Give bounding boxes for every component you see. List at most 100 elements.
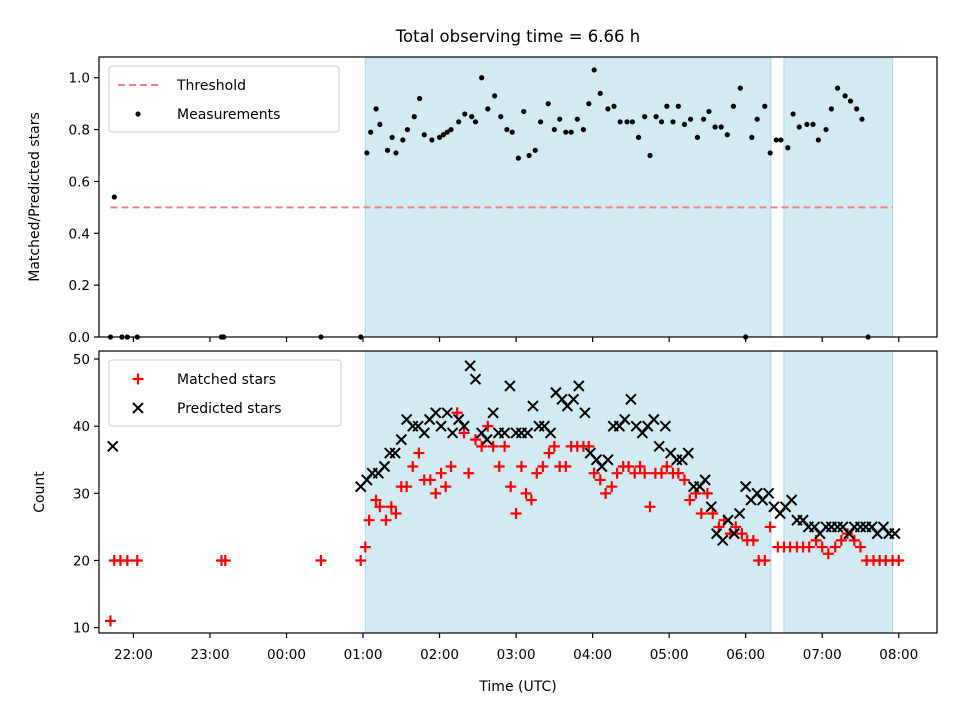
data-point	[695, 507, 707, 519]
series-predicted-stars	[107, 360, 901, 547]
x-tick-label: 05:00	[650, 647, 689, 663]
data-point	[684, 494, 696, 506]
data-point	[707, 507, 719, 519]
data-point	[492, 93, 498, 99]
chart-title: Total observing time = 6.66 h	[395, 27, 640, 46]
data-point	[499, 440, 511, 452]
data-point	[504, 380, 516, 392]
x-tick-label: 23:00	[191, 647, 230, 663]
data-point	[659, 420, 672, 432]
data-point	[359, 541, 371, 553]
data-point	[822, 548, 834, 560]
data-point	[647, 152, 653, 159]
data-point	[687, 116, 694, 122]
data-point	[642, 114, 648, 120]
data-point	[355, 554, 367, 566]
data-point	[588, 467, 600, 479]
data-point	[390, 507, 402, 519]
data-point	[548, 440, 560, 452]
data-point	[700, 116, 707, 122]
x-tick-label: 04:00	[573, 647, 612, 663]
data-point	[594, 474, 606, 486]
data-point	[747, 534, 759, 546]
data-point	[580, 126, 587, 133]
data-point	[611, 467, 623, 479]
data-point	[730, 103, 737, 109]
data-point	[448, 126, 454, 133]
x-tick-label: 07:00	[803, 647, 842, 663]
data-point	[417, 95, 423, 102]
data-point	[764, 521, 776, 533]
data-point	[107, 440, 119, 453]
data-point	[469, 373, 482, 385]
legend-predicted-swatch	[132, 402, 144, 414]
axes-frame	[98, 350, 938, 634]
data-point	[759, 554, 771, 566]
data-point	[574, 116, 580, 122]
data-point	[644, 501, 656, 513]
data-point	[600, 487, 612, 499]
observing-interval	[364, 56, 772, 338]
x-axis-label: Time (UTC)	[478, 679, 556, 695]
data-point	[568, 129, 574, 135]
data-point	[653, 114, 659, 120]
data-point	[754, 116, 760, 122]
data-point	[456, 119, 462, 125]
data-point	[395, 433, 407, 446]
legend-box	[108, 65, 340, 133]
data-point	[441, 407, 453, 419]
data-point	[363, 514, 375, 526]
data-point	[767, 150, 773, 156]
y-tick-label: 1.0	[69, 71, 90, 87]
data-point	[810, 121, 816, 128]
data-point	[835, 534, 847, 546]
data-point	[526, 152, 532, 159]
data-point	[444, 129, 450, 135]
data-point	[854, 106, 860, 112]
data-point	[730, 521, 742, 533]
x-tick-label: 08:00	[879, 647, 918, 663]
data-point	[804, 121, 810, 128]
legend-matched-swatch	[132, 373, 144, 385]
data-point	[462, 111, 468, 117]
data-point	[664, 103, 670, 109]
y-tick-label: 0.0	[69, 330, 90, 346]
data-point	[373, 106, 379, 112]
data-point	[370, 494, 382, 506]
data-point	[521, 427, 534, 439]
data-point	[380, 514, 392, 526]
legend-label: Predicted stars	[177, 401, 282, 417]
data-point	[470, 434, 482, 446]
data-point	[815, 137, 821, 143]
y-tick-label: 40	[73, 419, 90, 435]
data-point	[625, 393, 637, 406]
data-point	[655, 467, 667, 479]
x-tick-label: 02:00	[420, 647, 459, 663]
data-point	[583, 440, 595, 452]
data-point	[487, 407, 499, 419]
data-point	[111, 194, 117, 200]
data-point	[498, 427, 511, 439]
data-point	[368, 129, 374, 135]
data-point	[551, 126, 557, 133]
x-tick-label: 00:00	[267, 647, 306, 663]
y-tick-label: 30	[73, 486, 90, 502]
data-point	[510, 507, 522, 519]
data-point	[624, 119, 630, 125]
data-point	[509, 129, 515, 135]
data-point	[639, 467, 651, 479]
data-point	[525, 494, 537, 506]
data-point	[384, 147, 391, 153]
series-matched-stars	[104, 407, 905, 627]
y-tick-label: 10	[73, 621, 90, 637]
y-tick-label: 0.8	[69, 123, 90, 139]
data-point	[482, 420, 494, 432]
y-tick-label: 50	[73, 352, 90, 368]
observing-interval	[783, 56, 894, 338]
data-point	[699, 474, 711, 486]
data-point	[773, 137, 779, 143]
data-point	[749, 134, 755, 140]
data-point	[653, 440, 665, 453]
data-point	[440, 481, 452, 493]
